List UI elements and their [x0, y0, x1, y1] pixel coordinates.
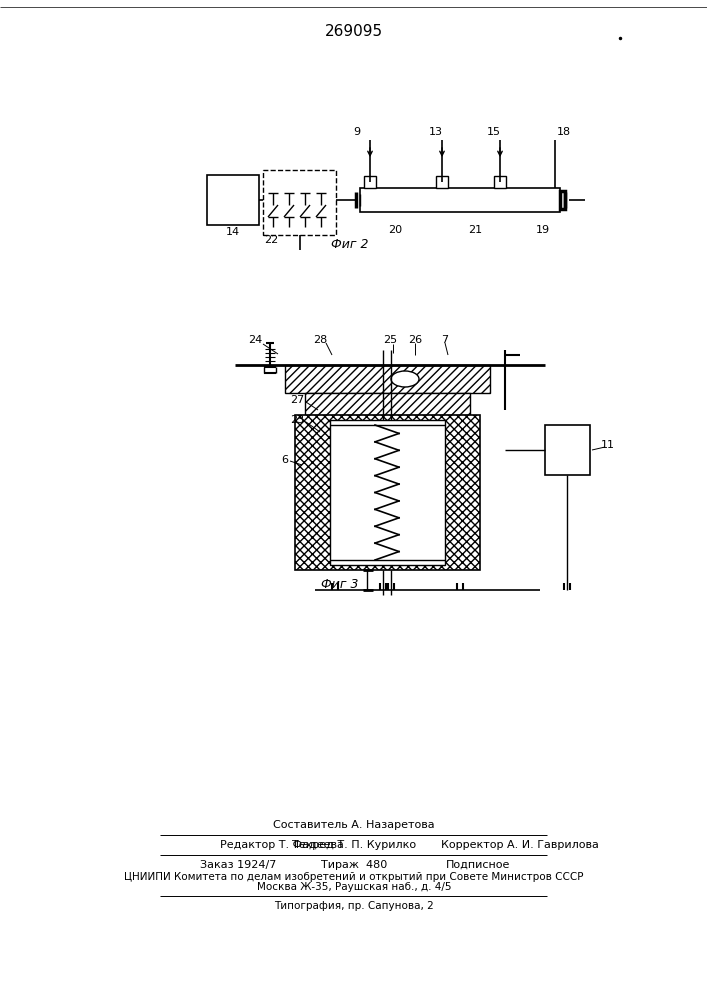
Text: 21: 21 — [468, 225, 482, 235]
Text: 28: 28 — [313, 335, 327, 345]
Bar — [364, 176, 376, 188]
Bar — [285, 365, 490, 393]
Text: Фиг 2: Фиг 2 — [332, 238, 369, 251]
Text: Тираж  480: Тираж 480 — [321, 860, 387, 870]
Text: Корректор А. И. Гаврилова: Корректор А. И. Гаврилова — [441, 840, 599, 850]
Text: Составитель А. Назаретова: Составитель А. Назаретова — [273, 820, 435, 830]
Text: 25: 25 — [383, 335, 397, 345]
Bar — [295, 415, 480, 570]
Text: Москва Ж-35, Раушская наб., д. 4/5: Москва Ж-35, Раушская наб., д. 4/5 — [257, 882, 451, 892]
Text: 13: 13 — [429, 127, 443, 137]
Text: Подписное: Подписное — [445, 860, 510, 870]
Text: 14: 14 — [226, 227, 240, 237]
Text: 9: 9 — [354, 127, 361, 137]
Text: Типография, пр. Сапунова, 2: Типография, пр. Сапунова, 2 — [274, 901, 434, 911]
Text: ЦНИИПИ Комитета по делам изобретений и открытий при Совете Министров СССР: ЦНИИПИ Комитета по делам изобретений и о… — [124, 872, 584, 882]
Text: 269095: 269095 — [325, 24, 383, 39]
Text: 6: 6 — [281, 455, 288, 465]
Bar — [494, 176, 506, 188]
Bar — [207, 175, 259, 225]
Text: 19: 19 — [536, 225, 550, 235]
Text: 22: 22 — [264, 235, 278, 245]
Bar — [305, 393, 470, 415]
Bar — [436, 176, 448, 188]
Text: 18: 18 — [557, 127, 571, 137]
Ellipse shape — [391, 371, 419, 387]
Text: Техред Т. П. Курилко: Техред Т. П. Курилко — [292, 840, 416, 850]
Text: Заказ 1924/7: Заказ 1924/7 — [200, 860, 276, 870]
Bar — [263, 170, 336, 235]
Text: 26: 26 — [408, 335, 422, 345]
Bar — [360, 188, 560, 212]
Text: 7: 7 — [441, 335, 448, 345]
Bar — [330, 420, 445, 565]
Text: 24: 24 — [248, 335, 262, 345]
Text: 23: 23 — [290, 415, 304, 425]
Text: 27: 27 — [290, 395, 304, 405]
Text: Редактор Т. Фадеева: Редактор Т. Фадеева — [220, 840, 344, 850]
Text: 20: 20 — [388, 225, 402, 235]
Bar — [560, 191, 565, 209]
Bar — [545, 425, 590, 475]
Text: 15: 15 — [487, 127, 501, 137]
Text: 11: 11 — [601, 440, 615, 450]
Text: Фиг 3: Фиг 3 — [321, 578, 358, 591]
